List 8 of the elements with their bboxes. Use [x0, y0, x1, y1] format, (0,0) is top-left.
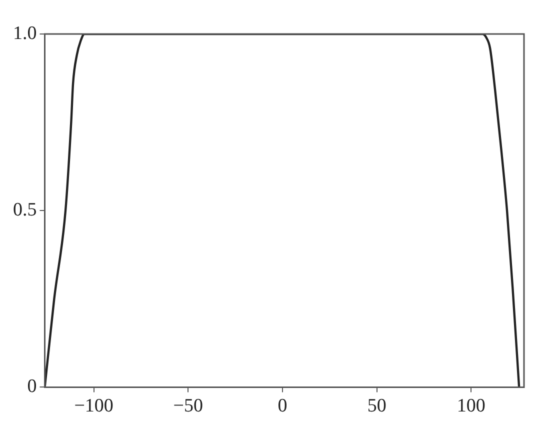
x-tick-label: 100: [456, 396, 486, 417]
y-tick-label: 1.0: [13, 22, 37, 44]
x-tick-label: 50: [367, 396, 386, 417]
x-tick-label: −100: [74, 396, 114, 417]
y-tick-label: 0.5: [13, 200, 37, 221]
x-tick-label: 0: [278, 396, 288, 417]
x-tick-label: −50: [173, 396, 204, 417]
y-tick-label: 0: [27, 376, 37, 398]
